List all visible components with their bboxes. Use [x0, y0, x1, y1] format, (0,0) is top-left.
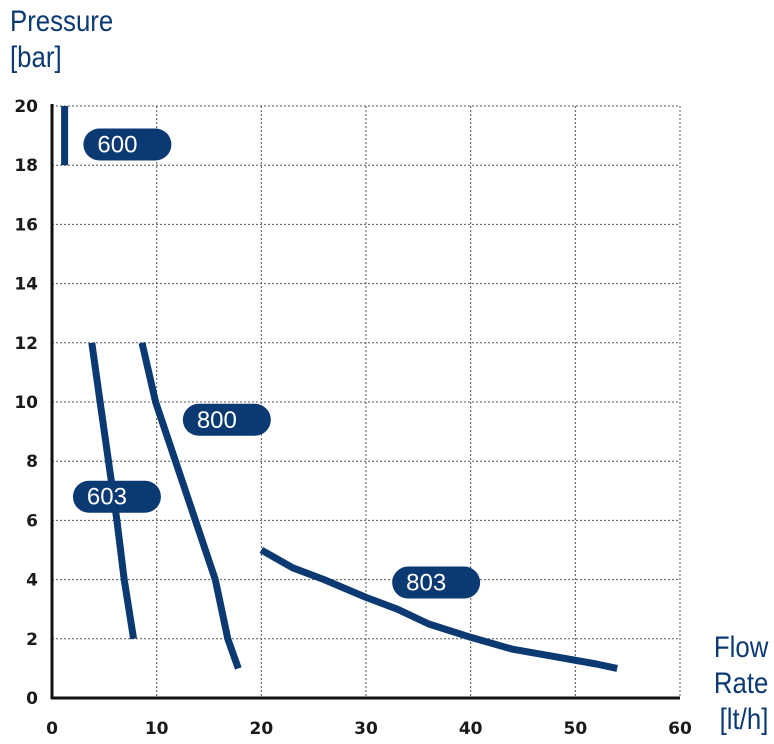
- x-tick-label: 0: [46, 719, 58, 739]
- series-label-600: 600: [97, 131, 137, 158]
- x-tick-label: 40: [459, 719, 483, 739]
- y-tick-label: 16: [14, 215, 38, 235]
- x-axis-title-line2: Rate: [713, 667, 768, 700]
- series-label-803: 803: [406, 570, 446, 597]
- x-tick-label: 30: [354, 719, 378, 739]
- series-label-pill: [182, 403, 271, 436]
- series-label-pill: [72, 480, 161, 513]
- series-label-pill: [392, 566, 481, 599]
- y-tick-label: 10: [14, 393, 38, 413]
- curve-803: [259, 546, 618, 672]
- x-tick-label: 20: [249, 719, 273, 739]
- y-tick-label: 2: [26, 630, 38, 650]
- y-tick-label: 18: [14, 156, 38, 176]
- series-label-pill: [83, 128, 172, 161]
- x-tick-label: 60: [668, 719, 692, 739]
- curve-800: [138, 342, 242, 670]
- y-tick-label: 4: [26, 571, 38, 591]
- y-tick-label: 14: [14, 275, 38, 295]
- y-tick-label: 20: [14, 97, 38, 117]
- series-label-603: 603: [87, 484, 127, 511]
- y-tick-label: 12: [14, 334, 38, 354]
- y-axis-title: Pressure [bar]: [10, 4, 113, 76]
- y-tick-label: 8: [26, 452, 38, 472]
- x-tick-label: 10: [145, 719, 169, 739]
- y-axis-title-line2: [bar]: [10, 41, 62, 74]
- series-label-800: 800: [197, 407, 237, 434]
- x-tick-label: 50: [563, 719, 587, 739]
- y-tick-label: 6: [26, 511, 38, 531]
- x-axis-title-line3: [lt/h]: [719, 703, 768, 736]
- x-axis-title-line1: Flow: [713, 631, 768, 664]
- y-tick-label: 0: [26, 689, 38, 709]
- x-axis-title: Flow Rate [lt/h]: [713, 630, 768, 738]
- y-axis-title-line1: Pressure: [10, 5, 114, 38]
